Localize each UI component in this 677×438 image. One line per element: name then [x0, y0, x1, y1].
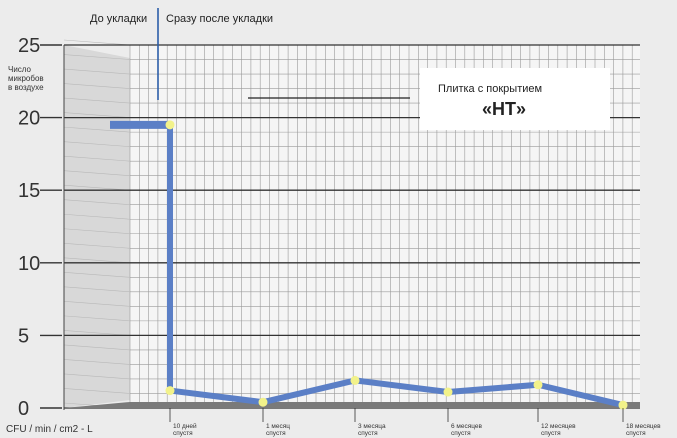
grid-side-line [63, 112, 131, 118]
x-tick-label-line-2: спустя [541, 430, 561, 437]
grid-side-line [63, 330, 131, 336]
y-axis-label-line-1: Число [8, 65, 32, 74]
x-tick-label-line-1: 18 месяцев [626, 423, 661, 430]
grid-side-line [63, 388, 131, 394]
x-tick-label-line-1: 12 месяцев [541, 423, 576, 430]
x-tick-label-line-2: спустя [626, 430, 646, 437]
x-tick-label: 12 месяцев спустя [541, 423, 576, 437]
legend-box [420, 68, 610, 130]
x-tick-label-line-1: 3 месяца [358, 423, 386, 430]
y-tick-label: 5 [18, 325, 29, 347]
series-point [533, 380, 543, 390]
y-axis-label-line-2: микробов [8, 74, 44, 83]
grid-side-line [63, 97, 131, 104]
grid-side-line [63, 83, 131, 89]
x-tick-label: 1 месяц спустя [266, 423, 290, 437]
series-point [350, 375, 360, 385]
grid-side-line [63, 199, 131, 206]
y-axis-unit: CFU / min / cm2 - L [6, 424, 93, 435]
grid-side-line [63, 286, 131, 293]
grid-floor [64, 402, 640, 408]
series-point [258, 397, 268, 407]
grid-side-line [63, 39, 131, 46]
grid-side-wall [64, 45, 130, 408]
grid-side-line [63, 257, 131, 264]
y-tick-label: 10 [18, 253, 40, 275]
series-point [165, 386, 175, 396]
grid-side-line [63, 141, 131, 147]
grid-side-line [63, 373, 131, 380]
grid-side-line [63, 184, 131, 191]
grid-side-line [63, 54, 131, 60]
grid-side-line [63, 301, 131, 307]
grid-side-line [63, 68, 131, 75]
y-tick-label: 25 [18, 35, 40, 57]
x-tick-label: 3 месяца спустя [358, 423, 386, 437]
grid-side-line [63, 242, 131, 249]
grid-side-line [63, 126, 131, 133]
after-label: Сразу после укладки [166, 13, 273, 25]
legend: Плитка с покрытием «HT» [248, 68, 610, 130]
grid-side-line [63, 272, 131, 278]
before-label: До укладки [90, 13, 147, 25]
x-tick-label-line-1: 1 месяц [266, 423, 290, 430]
y-tick-label: 15 [18, 180, 40, 202]
grid-side-line [63, 170, 131, 176]
x-tick-label: 10 дней спустя [173, 422, 197, 437]
y-tick-label: 0 [18, 398, 29, 420]
x-tick-label: 6 месяцев спустя [451, 423, 483, 437]
y-tick-label: 20 [18, 108, 40, 130]
x-tick-label-line-2: спустя [358, 430, 378, 437]
legend-title-line-1: Плитка с покрытием [438, 83, 542, 95]
series [110, 120, 628, 410]
y-axis-label-line-3: в воздухе [8, 83, 44, 92]
y-axis-label: Число микробов в воздухе [8, 65, 46, 92]
grid-side-line [63, 344, 131, 351]
series-line [169, 377, 624, 409]
grid-side-line [63, 359, 131, 365]
grid-side-line [63, 155, 131, 162]
x-tick-label-line-1: 6 месяцев [451, 423, 483, 430]
x-tick-label-line-2: спустя [173, 430, 193, 437]
series-point [618, 400, 628, 410]
x-tick-label-line-2: спустя [451, 430, 471, 437]
grid-side-line [63, 315, 131, 322]
x-tick-label-line-2: спустя [266, 430, 286, 437]
grid-side-line [63, 228, 131, 235]
grid-side-line [63, 213, 131, 220]
x-tick-label: 18 месяцев спустя [626, 423, 661, 437]
series-point-before [165, 120, 175, 130]
x-tick-label-line-1: 10 дней [173, 422, 197, 430]
series-point [443, 387, 453, 397]
y-tick-labels: 0 5 10 15 20 25 [18, 35, 62, 420]
legend-title-line-2: «HT» [482, 99, 526, 119]
